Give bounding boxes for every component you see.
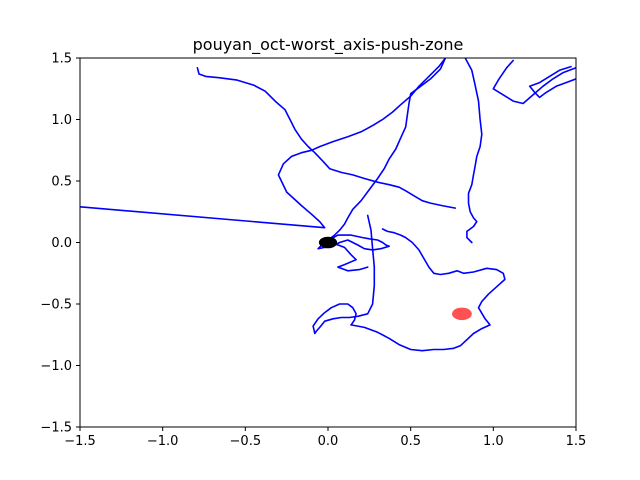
trajectory-segment-7 — [492, 59, 576, 105]
trajectory-segment-5 — [350, 228, 506, 352]
axes: −1.5 −1.0 −0.5 0.0 0.5 1.0 1.5 −1.5 −1.0 −0.5 0.0 0… — [40, 52, 586, 450]
y-tick-label: −1.5 — [40, 421, 72, 436]
y-tick-label: 1.5 — [51, 52, 72, 67]
trajectory-segment-6 — [464, 58, 483, 244]
x-tick-label: −0.5 — [230, 434, 262, 449]
trajectory-segment-9 — [196, 67, 457, 209]
x-tick-label: 1.5 — [566, 434, 587, 449]
plot-area — [80, 58, 576, 352]
trajectory-segment-2 — [323, 58, 447, 244]
goal-marker — [452, 307, 472, 321]
x-tick-label: −1.0 — [147, 434, 179, 449]
y-tick-label: −0.5 — [40, 298, 72, 313]
y-tick-label: 1.0 — [51, 113, 72, 128]
chart-title: pouyan_oct-worst_axis-push-zone — [193, 35, 464, 55]
x-tick-label: 0.5 — [400, 434, 421, 449]
y-tick-label: 0.0 — [51, 236, 72, 251]
y-tick-label: −1.0 — [40, 359, 72, 374]
x-tick-label: 0.0 — [318, 434, 339, 449]
x-tick-label: 1.0 — [483, 434, 504, 449]
trajectory-segment-3 — [317, 234, 391, 272]
trajectory-segment-1 — [80, 58, 447, 229]
x-tick-label: −1.5 — [64, 434, 96, 449]
trajectory-segment-4 — [312, 214, 376, 335]
start-marker — [318, 236, 338, 249]
y-tick-label: 0.5 — [51, 175, 72, 190]
trajectory-segment-8 — [528, 65, 576, 99]
